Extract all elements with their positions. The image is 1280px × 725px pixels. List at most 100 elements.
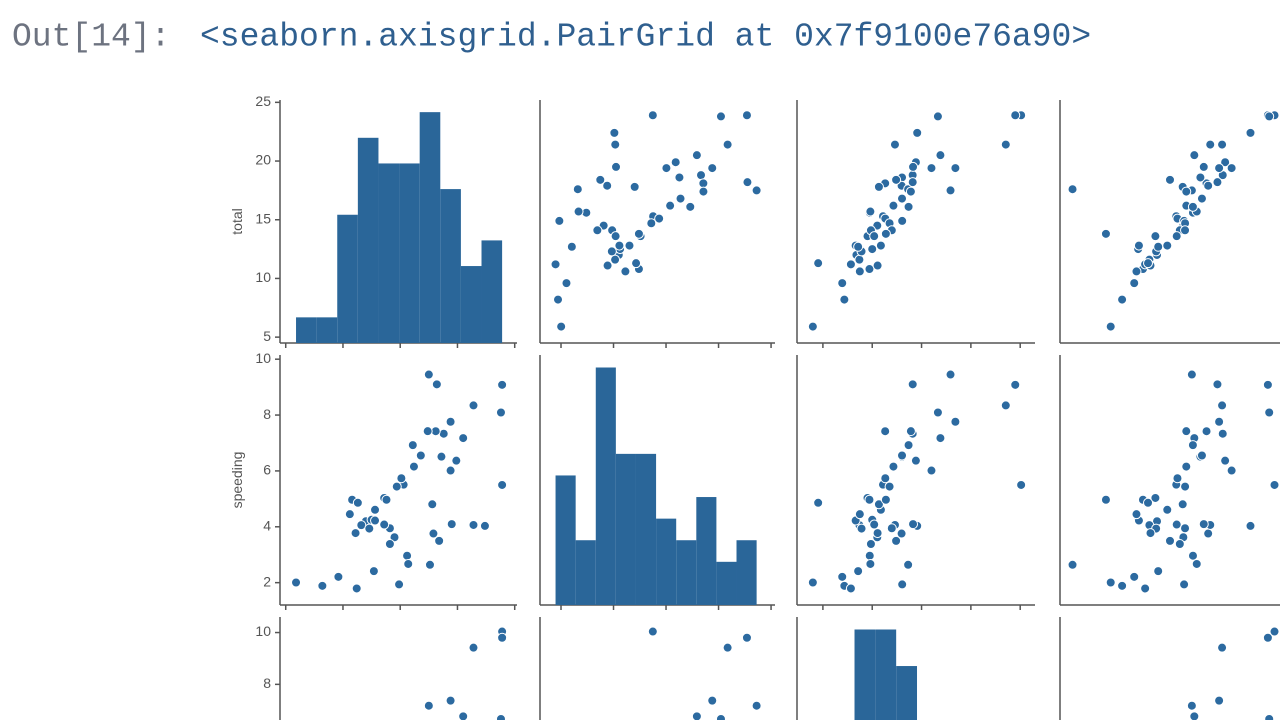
scatter-point bbox=[891, 535, 902, 546]
scatter-point bbox=[573, 206, 584, 217]
scatter-point bbox=[875, 240, 886, 251]
hist-bar bbox=[460, 266, 482, 343]
hist-bar bbox=[296, 317, 317, 343]
scatter-point bbox=[402, 550, 413, 561]
y-tick-label: 4 bbox=[263, 517, 271, 533]
scatter-point bbox=[1214, 695, 1225, 706]
scatter-point bbox=[350, 528, 361, 539]
scatter-point bbox=[1198, 161, 1209, 172]
scatter-point bbox=[1179, 579, 1190, 590]
scatter-point bbox=[1191, 558, 1202, 569]
scatter-point bbox=[880, 426, 891, 437]
scatter-point bbox=[381, 494, 392, 505]
scatter-point bbox=[1145, 528, 1156, 539]
scatter-point bbox=[854, 509, 865, 520]
scatter-point bbox=[654, 213, 665, 224]
scatter-point bbox=[1226, 163, 1237, 174]
scatter-point bbox=[1010, 110, 1021, 121]
scatter-point bbox=[1187, 550, 1198, 561]
scatter-point bbox=[807, 321, 818, 332]
scatter-point bbox=[394, 579, 405, 590]
panel bbox=[796, 617, 918, 725]
scatter-point bbox=[950, 416, 961, 427]
scatter-point bbox=[333, 571, 344, 582]
scatter-point bbox=[932, 407, 943, 418]
scatter-point bbox=[561, 278, 572, 289]
scatter-point bbox=[396, 473, 407, 484]
hist-bar bbox=[595, 367, 616, 605]
scatter-point bbox=[606, 246, 617, 257]
scatter-point bbox=[1181, 426, 1192, 437]
hist-bar bbox=[440, 189, 461, 343]
scatter-point bbox=[423, 369, 434, 380]
scatter-point bbox=[1164, 535, 1175, 546]
scatter-point bbox=[1180, 481, 1191, 492]
scatter-point bbox=[602, 260, 613, 271]
scatter-point bbox=[631, 258, 642, 269]
panel bbox=[539, 100, 775, 348]
scatter-point bbox=[884, 481, 895, 492]
hist-bar bbox=[419, 112, 441, 344]
scatter-point bbox=[837, 278, 848, 289]
scatter-point bbox=[495, 713, 506, 724]
scatter-point bbox=[553, 294, 564, 305]
scatter-point bbox=[1016, 479, 1027, 490]
scatter-point bbox=[880, 494, 891, 505]
scatter-point bbox=[845, 259, 856, 270]
scatter-point bbox=[602, 180, 613, 191]
scatter-point bbox=[908, 161, 919, 172]
scatter-point bbox=[945, 369, 956, 380]
scatter-point bbox=[1000, 400, 1011, 411]
scatter-point bbox=[864, 550, 875, 561]
scatter-point bbox=[696, 170, 707, 181]
scatter-point bbox=[610, 139, 621, 150]
scatter-point bbox=[1067, 184, 1078, 195]
y-tick-label: 2 bbox=[263, 573, 271, 589]
scatter-point bbox=[620, 266, 631, 277]
scatter-point bbox=[554, 215, 565, 226]
panel bbox=[1059, 100, 1280, 344]
scatter-point bbox=[741, 110, 752, 121]
scatter-point bbox=[1189, 150, 1200, 161]
y-tick-label: 10 bbox=[255, 350, 271, 366]
hist-bar bbox=[399, 163, 420, 343]
scatter-point bbox=[1171, 519, 1182, 530]
scatter-point bbox=[912, 127, 923, 138]
scatter-point bbox=[1217, 139, 1228, 150]
scatter-point bbox=[364, 523, 375, 534]
scatter-point bbox=[715, 713, 726, 724]
scatter-point bbox=[611, 161, 622, 172]
panel bbox=[539, 355, 775, 610]
scatter-point bbox=[370, 515, 381, 526]
scatter-point bbox=[1177, 499, 1188, 510]
scatter-point bbox=[1264, 407, 1275, 418]
scatter-point bbox=[886, 523, 897, 534]
scatter-point bbox=[647, 110, 658, 121]
scatter-point bbox=[1164, 174, 1175, 185]
hist-bar bbox=[716, 561, 737, 605]
scatter-point bbox=[813, 258, 824, 269]
scatter-point bbox=[903, 201, 914, 212]
scatter-point bbox=[1010, 379, 1021, 390]
scatter-point bbox=[1140, 583, 1151, 594]
y-tick-label: 8 bbox=[263, 406, 271, 422]
scatter-point bbox=[445, 465, 456, 476]
scatter-point bbox=[1203, 180, 1214, 191]
scatter-point bbox=[592, 225, 603, 236]
scatter-point bbox=[674, 172, 685, 183]
y-tick-label: 8 bbox=[263, 675, 271, 691]
scatter-point bbox=[907, 379, 918, 390]
scatter-point bbox=[422, 426, 433, 437]
scatter-point bbox=[864, 264, 875, 275]
y-tick-label: 25 bbox=[255, 93, 271, 109]
scatter-point bbox=[873, 181, 884, 192]
scatter-point bbox=[427, 499, 438, 510]
scatter-point bbox=[1186, 369, 1197, 380]
scatter-point bbox=[610, 231, 621, 242]
scatter-point bbox=[867, 244, 878, 255]
scatter-point bbox=[379, 519, 390, 530]
